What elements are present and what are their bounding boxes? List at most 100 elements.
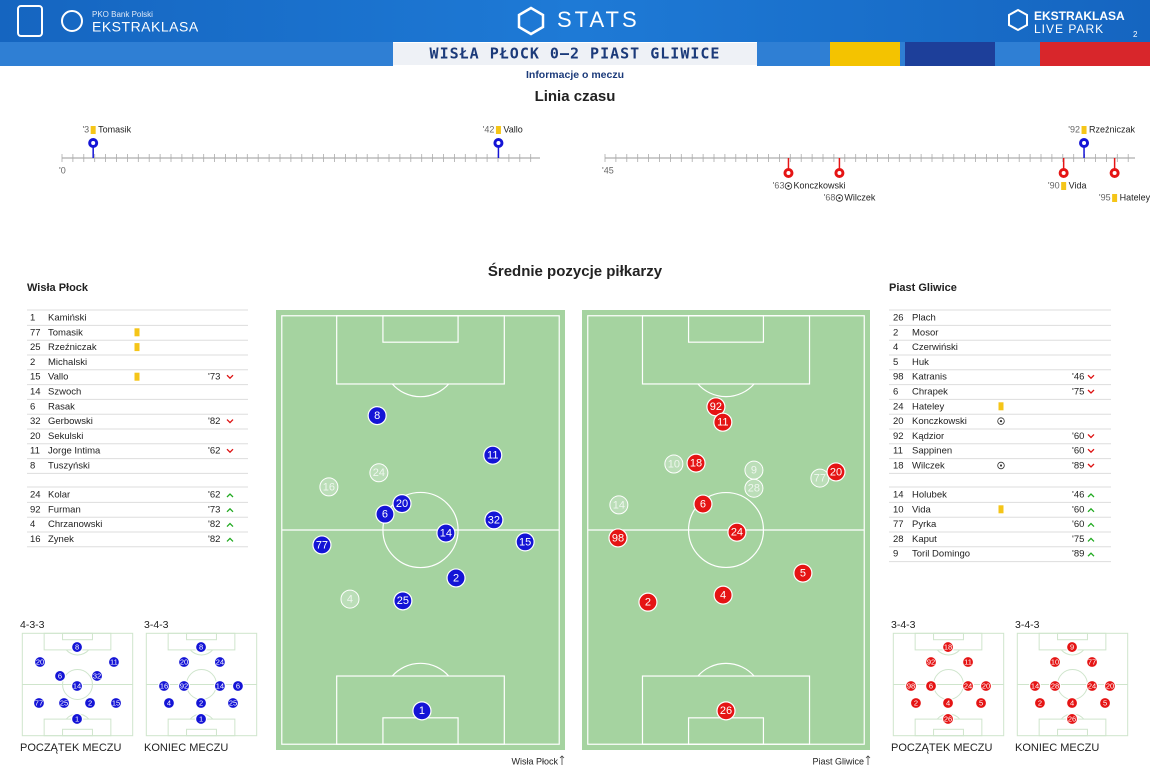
player-marker (213, 655, 226, 669)
player-marker (53, 669, 67, 683)
event-pin-dot (496, 141, 501, 145)
player-marker-number: 25 (397, 595, 409, 607)
player-marker (793, 563, 813, 583)
player-marker-number: 5 (1103, 698, 1107, 707)
player-marker (1103, 679, 1117, 693)
player-marker-number: 9 (1070, 643, 1074, 652)
player-number: 25 (30, 342, 41, 353)
event-minute: '92 (1068, 124, 1080, 134)
sub-out-arrow (1087, 463, 1095, 468)
player-marker (162, 696, 176, 710)
player-marker-number: 16 (160, 681, 168, 690)
formation-caption: KONIEC MECZU (144, 742, 228, 754)
player-name: Szwoch (48, 387, 81, 398)
player-marker (974, 696, 988, 710)
player-name: Vallo (48, 372, 68, 383)
player-name: Holubek (912, 490, 947, 501)
player-marker (57, 696, 71, 710)
player-number: 4 (30, 519, 35, 530)
player-name: Kolar (48, 490, 70, 501)
formation-caption: POCZĄTEK MECZU (891, 742, 993, 754)
match-subtitle: Informacje o meczu (526, 69, 624, 81)
player-marker (713, 585, 733, 605)
event-pin-dot (1061, 171, 1066, 175)
sub-in-arrow (1087, 552, 1095, 557)
pitch-center-circle (382, 491, 459, 569)
player-name: Huk (912, 357, 929, 368)
player-number: 11 (30, 446, 40, 457)
badge: 2 (1133, 30, 1138, 39)
player-marker (1028, 679, 1042, 693)
pitch-team-label: Piast Gliwice (812, 756, 864, 766)
player-marker (713, 412, 733, 432)
player-name: Chrapek (912, 387, 948, 398)
player-marker (1048, 655, 1062, 669)
player-number: 5 (893, 357, 898, 368)
event-pin-dot (786, 171, 791, 175)
player-number: 18 (893, 461, 904, 472)
player-number: 1 (30, 313, 35, 324)
player-number: 8 (30, 461, 35, 472)
player-marker-number: 26 (1068, 714, 1076, 723)
player-marker (226, 696, 240, 710)
player-marker (924, 655, 938, 669)
sub-minute: '82 (208, 416, 220, 427)
formation-label: 3-4-3 (891, 619, 916, 631)
player-number: 92 (30, 504, 41, 515)
sub-minute: '60 (1072, 446, 1084, 457)
player-marker-number: 20 (396, 498, 408, 510)
yellow-card-icon (90, 126, 96, 134)
player-marker (107, 655, 121, 669)
yellow-card-icon (1081, 126, 1087, 134)
sub-in-arrow (1087, 493, 1095, 498)
timeline-start: '0 (59, 165, 66, 175)
player-number: 20 (893, 416, 904, 427)
substitute-marker (369, 463, 389, 483)
player-name: Toril Domingo (912, 549, 970, 560)
player-marker (157, 679, 171, 693)
partner-name: EKSTRAKLASA (1034, 9, 1125, 23)
player-marker-number: 5 (979, 698, 983, 707)
sub-in-arrow (1087, 507, 1095, 513)
sub-minute: '73 (208, 372, 220, 383)
content: '0 '3 Tomasik '42 Vallo '45 '92 Rzeźniczak '63 Ko… (20, 124, 1150, 766)
app-name: STATS (557, 7, 640, 32)
player-marker-number: 6 (929, 681, 933, 690)
player-marker-number: 77 (1088, 658, 1096, 667)
sub-minute: '89 (1072, 549, 1084, 560)
player-marker (312, 535, 332, 555)
player-number: 98 (893, 372, 904, 383)
sub-minute: '60 (1072, 431, 1084, 442)
player-number: 14 (893, 490, 904, 501)
substitute-marker (744, 478, 764, 498)
player-name: Tuszyński (48, 461, 90, 472)
team-name: Wisła Płock (27, 282, 89, 294)
player-marker-number: 1 (419, 705, 425, 717)
event-player: Wilczek (844, 192, 875, 202)
player-name: Kaput (912, 534, 937, 545)
player-name: Czerwiński (912, 342, 958, 353)
player-marker (392, 494, 412, 514)
player-marker-number: 5 (800, 568, 806, 580)
goal-area (62, 728, 93, 737)
player-name: Hateley (912, 401, 944, 412)
player-marker (716, 701, 736, 721)
goal-area (687, 315, 765, 343)
player-number: 2 (30, 357, 35, 368)
player-name: Rzeźniczak (48, 342, 97, 353)
player-marker-number: 4 (347, 593, 353, 605)
penalty-arc (697, 662, 755, 677)
sub-out-arrow (226, 448, 234, 454)
player-marker-number: 6 (382, 509, 388, 521)
player-marker-number: 18 (690, 458, 702, 470)
player-marker-number: 20 (830, 466, 842, 478)
player-marker-number: 26 (720, 705, 732, 717)
sub-minute: '75 (1072, 387, 1084, 398)
player-marker (70, 679, 84, 693)
player-marker-number: 14 (73, 681, 81, 690)
player-marker (33, 655, 47, 669)
player-marker-number: 25 (60, 698, 68, 707)
player-marker (194, 712, 208, 726)
event-pin-dot (1112, 171, 1117, 175)
pitch (276, 310, 565, 750)
